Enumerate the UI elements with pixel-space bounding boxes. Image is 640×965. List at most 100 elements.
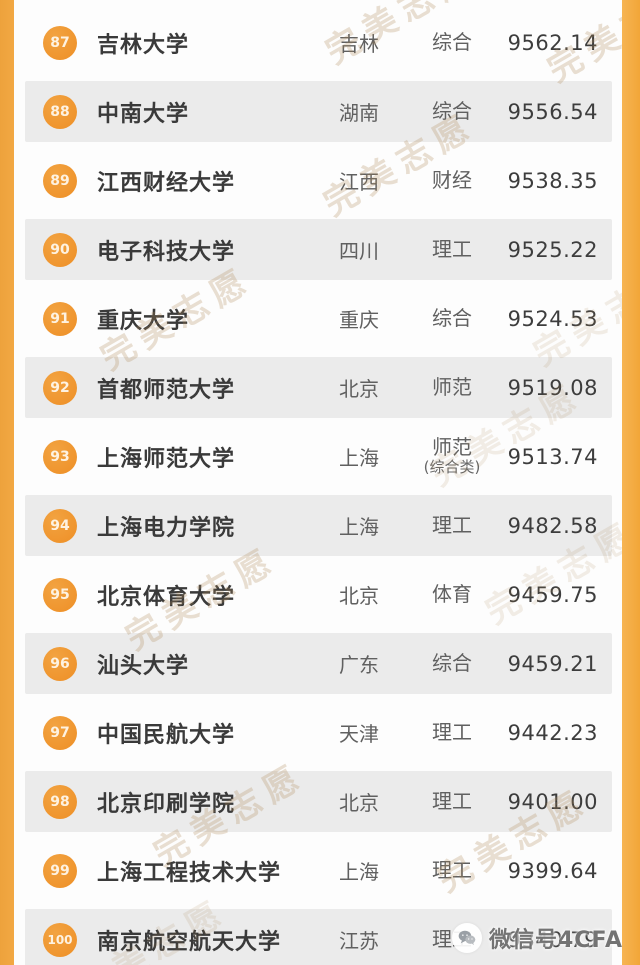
table-row: 88 中南大学 湖南 综合 9556.54: [0, 77, 640, 146]
score: 9442.23: [507, 720, 598, 745]
table-row: 99 上海工程技术大学 上海 理工 9399.64: [0, 836, 640, 905]
university-name: 上海工程技术大学: [97, 860, 282, 886]
category: 理工: [402, 859, 502, 882]
rank-badge: 99: [43, 853, 77, 888]
score: 9556.54: [507, 99, 598, 124]
category: 体育: [402, 583, 502, 606]
university-name: 电子科技大学: [97, 239, 236, 265]
category: 理工: [402, 238, 502, 261]
table-row: 90 电子科技大学 四川 理工 9525.22: [0, 215, 640, 284]
category: 理工: [402, 514, 502, 537]
province: 江苏: [339, 929, 379, 953]
score: 9562.14: [507, 30, 598, 55]
category: 综合: [402, 31, 502, 54]
category-label: 师范: [432, 375, 472, 399]
wechat-id-text: 微信号4CFA-CHN: [489, 928, 640, 953]
table-row: 89 江西财经大学 江西 财经 9538.35: [0, 146, 640, 215]
rank-badge: 94: [43, 508, 77, 543]
province: 北京: [339, 377, 379, 401]
category: 综合: [402, 307, 502, 330]
category-label: 财经: [432, 168, 472, 192]
score: 9525.22: [507, 237, 598, 262]
category: 理工: [402, 721, 502, 744]
university-name: 上海电力学院: [97, 515, 236, 541]
category: 财经: [402, 169, 502, 192]
score: 9459.21: [507, 651, 598, 676]
rank-badge: 95: [43, 577, 77, 612]
category: 理工: [402, 790, 502, 813]
university-ranking-list: 87 吉林大学 吉林 综合 9562.14 88 中南大学 湖南 综合 9556.54 89 江西财经…: [0, 8, 640, 965]
rank-badge: 93: [43, 439, 77, 474]
university-name: 江西财经大学: [97, 170, 236, 196]
table-row: 91 重庆大学 重庆 综合 9524.53: [0, 284, 640, 353]
category: 师范 (综合类): [402, 436, 502, 476]
score: 9401.00: [507, 789, 598, 814]
rank-badge: 96: [43, 646, 77, 681]
score: 9399.64: [507, 858, 598, 883]
university-name: 中南大学: [97, 101, 190, 127]
table-row: 87 吉林大学 吉林 综合 9562.14: [0, 8, 640, 77]
category-label: 理工: [432, 237, 472, 261]
table-row: 95 北京体育大学 北京 体育 9459.75: [0, 560, 640, 629]
province: 湖南: [339, 101, 379, 125]
province: 重庆: [339, 308, 379, 332]
right-border-accent: [622, 0, 640, 965]
category-label: 综合: [432, 30, 472, 54]
province: 广东: [339, 653, 379, 677]
category-label: 师范: [432, 435, 472, 460]
university-name: 首都师范大学: [97, 377, 236, 403]
table-row: 97 中国民航大学 天津 理工 9442.23: [0, 698, 640, 767]
category: 师范: [402, 376, 502, 399]
category-label: 理工: [432, 858, 472, 882]
province: 江西: [339, 170, 379, 194]
left-border-accent: [0, 0, 14, 965]
category-label: 理工: [432, 720, 472, 744]
university-name: 中国民航大学: [97, 722, 236, 748]
rank-badge: 97: [43, 715, 77, 750]
rank-badge: 90: [43, 232, 77, 267]
table-row: 96 汕头大学 广东 综合 9459.21: [0, 629, 640, 698]
province: 北京: [339, 584, 379, 608]
province: 上海: [339, 446, 379, 470]
province: 四川: [339, 239, 379, 263]
rank-badge: 89: [43, 163, 77, 198]
score: 9538.35: [507, 168, 598, 193]
table-row: 98 北京印刷学院 北京 理工 9401.00: [0, 767, 640, 836]
wechat-icon: [452, 923, 482, 953]
province: 吉林: [339, 32, 379, 56]
category-label: 理工: [432, 513, 472, 537]
university-name: 北京体育大学: [97, 584, 236, 610]
category-label: 理工: [432, 789, 472, 813]
category: 综合: [402, 652, 502, 675]
score: 9519.08: [507, 375, 598, 400]
university-name: 上海师范大学: [97, 446, 236, 472]
rank-badge: 92: [43, 370, 77, 405]
table-row: 93 上海师范大学 上海 师范 (综合类) 9513.74: [0, 422, 640, 491]
wechat-watermark: 微信号4CFA-CHN: [452, 922, 640, 954]
university-name: 汕头大学: [97, 653, 190, 679]
score: 9524.53: [507, 306, 598, 331]
province: 北京: [339, 791, 379, 815]
province: 上海: [339, 515, 379, 539]
university-name: 南京航空航天大学: [97, 929, 282, 955]
table-row: 92 首都师范大学 北京 师范 9519.08: [0, 353, 640, 422]
score: 9340.79: [507, 927, 598, 952]
category-label: 综合: [432, 99, 472, 123]
university-name: 重庆大学: [97, 308, 190, 334]
category: 综合: [402, 100, 502, 123]
category-label: 综合: [432, 306, 472, 330]
rank-badge: 98: [43, 784, 77, 819]
category-label: 体育: [432, 582, 472, 606]
university-name: 吉林大学: [97, 32, 190, 58]
province: 天津: [339, 722, 379, 746]
category-label: 综合: [432, 651, 472, 675]
province: 上海: [339, 860, 379, 884]
category-note: (综合类): [423, 458, 481, 477]
score: 9513.74: [507, 444, 598, 469]
score: 9459.75: [507, 582, 598, 607]
rank-badge: 100: [43, 922, 77, 957]
rank-badge: 88: [43, 94, 77, 129]
university-name: 北京印刷学院: [97, 791, 236, 817]
table-row: 94 上海电力学院 上海 理工 9482.58: [0, 491, 640, 560]
